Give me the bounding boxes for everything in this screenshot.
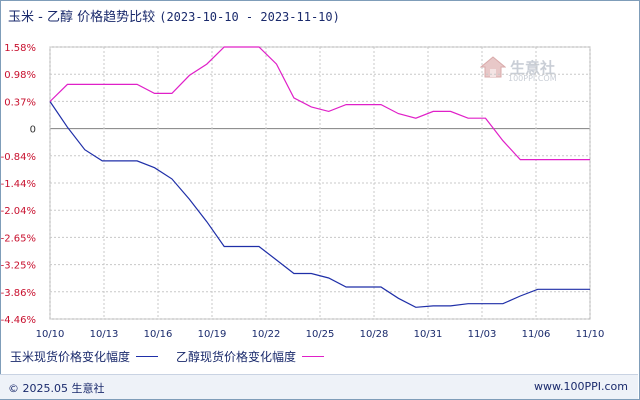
y-tick-label: -2.65% (1, 233, 36, 244)
x-tick-label: 10/28 (360, 329, 389, 340)
y-tick-label: -2.04% (1, 206, 36, 217)
y-tick-label: 1.58% (4, 43, 36, 54)
x-tick-label: 11/10 (576, 329, 605, 340)
watermark-url: 100PPI.COM (508, 74, 557, 83)
y-tick-label: 0.98% (4, 70, 36, 81)
x-tick-label: 10/31 (414, 329, 443, 340)
watermark-logo: 生意社 100PPI.COM (480, 56, 557, 83)
y-tick-label: 0 (30, 125, 36, 136)
x-tick-label: 11/03 (468, 329, 497, 340)
y-tick-label: -3.86% (1, 288, 36, 299)
x-tick-label: 11/06 (522, 329, 551, 340)
legend-swatch-corn (136, 356, 159, 357)
footer-site-link[interactable]: www.100PPI.com (534, 380, 628, 393)
legend-label-corn: 玉米现货价格变化幅度 (10, 350, 131, 364)
series-line-corn (49, 101, 590, 308)
x-tick-label: 10/19 (198, 329, 227, 340)
chart-legend: 玉米现货价格变化幅度 乙醇现货价格变化幅度 (10, 348, 342, 365)
x-tick-label: 10/16 (144, 329, 173, 340)
y-tick-label: 0.37% (4, 97, 36, 108)
watermark-name: 生意社 (510, 58, 556, 77)
legend-swatch-ethanol (302, 356, 325, 357)
legend-label-ethanol: 乙醇现货价格变化幅度 (176, 350, 297, 364)
y-tick-label: -0.84% (1, 152, 36, 163)
x-tick-label: 10/13 (90, 329, 119, 340)
chart-title: 玉米 - 乙醇 价格趋势比较 (2023-10-10 - 2023-11-10) (8, 6, 340, 25)
series-line-ethanol (49, 46, 590, 161)
x-tick-label: 10/22 (252, 329, 281, 340)
chart-date-range: (2023-10-10 - 2023-11-10) (159, 10, 340, 24)
y-tick-label: -3.25% (1, 261, 36, 272)
chart-title-text: 玉米 - 乙醇 价格趋势比较 (8, 10, 156, 25)
x-tick-label: 10/25 (306, 329, 335, 340)
x-tick-label: 10/10 (36, 329, 65, 340)
footer-bar: © 2025.05 生意社 www.100PPI.com (0, 374, 638, 399)
y-tick-label: -4.46% (1, 315, 36, 326)
footer-copyright: © 2025.05 生意社 (8, 382, 105, 395)
y-tick-label: -1.44% (1, 179, 36, 190)
